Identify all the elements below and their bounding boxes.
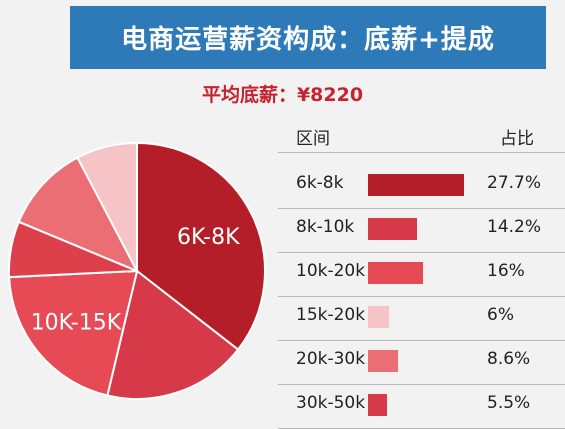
row-share-value: 16%: [487, 261, 525, 281]
row-divider: [278, 208, 565, 209]
row-share-bar: [368, 218, 418, 240]
pie-slice-4: [17, 156, 140, 273]
pie-slice-5: [76, 141, 138, 272]
row-range-label: 30k-50k: [296, 393, 366, 413]
row-share-bar: [368, 174, 464, 196]
row-range-label: 15k-20k: [296, 305, 366, 325]
header-divider: [278, 152, 565, 153]
row-share-bar: [368, 394, 388, 416]
pie-slice-label-2: 10K-15K: [31, 311, 122, 336]
pie-slice-0: [136, 141, 266, 351]
row-share-value: 14.2%: [487, 217, 542, 237]
row-share-bar: [368, 262, 424, 284]
row-share-value: 27.7%: [487, 173, 542, 193]
row-divider: [278, 340, 565, 341]
row-range-label: 20k-30k: [296, 349, 366, 369]
row-share-bar: [368, 350, 398, 372]
row-divider: [278, 384, 565, 385]
column-header-range: 区间: [296, 129, 330, 149]
row-range-label: 8k-10k: [296, 217, 355, 237]
pie-chart: 6K-8K 10K-15K: [8, 141, 266, 400]
average-salary-subtitle: 平均底薪：¥8220: [201, 84, 364, 106]
row-range-label: 6k-8k: [296, 173, 344, 193]
row-share-value: 8.6%: [487, 349, 531, 369]
row-divider: [278, 296, 565, 297]
pie-slice-2: [8, 269, 139, 397]
column-header-share: 占比: [500, 129, 534, 149]
row-divider: [278, 252, 565, 253]
row-share-bar: [368, 306, 389, 328]
pie-slice-1: [106, 269, 240, 400]
pie-slice-label-0: 6K-8K: [177, 225, 240, 250]
row-range-label: 10k-20k: [296, 261, 366, 281]
chart-title: 电商运营薪资构成：底薪+提成: [70, 6, 546, 69]
row-share-value: 5.5%: [487, 393, 531, 413]
row-share-value: 6%: [487, 305, 514, 325]
